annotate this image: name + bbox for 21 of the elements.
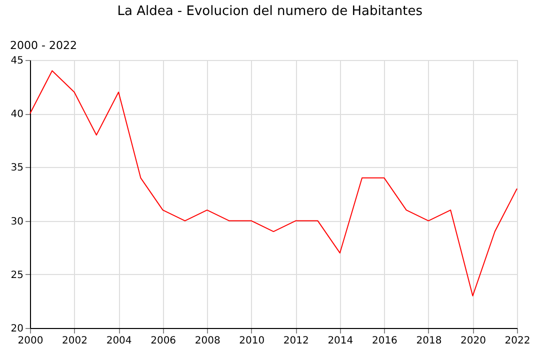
x-tick-label: 2016 xyxy=(372,336,398,346)
x-tick-label: 2010 xyxy=(239,336,265,346)
x-tick-label: 2014 xyxy=(328,336,354,346)
x-tick-label: 2018 xyxy=(416,336,442,346)
y-tick-label: 35 xyxy=(10,162,24,174)
line-series xyxy=(30,70,518,296)
y-tick-label: 40 xyxy=(10,109,24,120)
x-tick-label: 2000 xyxy=(18,336,44,346)
x-tick-label: 2020 xyxy=(460,336,486,346)
y-tick-label: 45 xyxy=(10,56,24,66)
y-tick-label: 25 xyxy=(10,270,24,281)
y-tick-label: 20 xyxy=(10,324,24,334)
x-tick-label: 2004 xyxy=(106,336,132,346)
x-tick-label: 2002 xyxy=(62,336,88,346)
x-tick-label: 2006 xyxy=(150,336,176,346)
x-tick-label: 2022 xyxy=(504,336,530,346)
y-tick-label: 30 xyxy=(10,216,24,228)
x-tick-label: 2008 xyxy=(194,336,220,346)
text: 2000 - 2022 xyxy=(10,39,77,52)
chart-title: La Aldea - Evolucion del numero de Habitantes xyxy=(117,4,423,19)
x-tick-label: 2012 xyxy=(283,336,309,346)
